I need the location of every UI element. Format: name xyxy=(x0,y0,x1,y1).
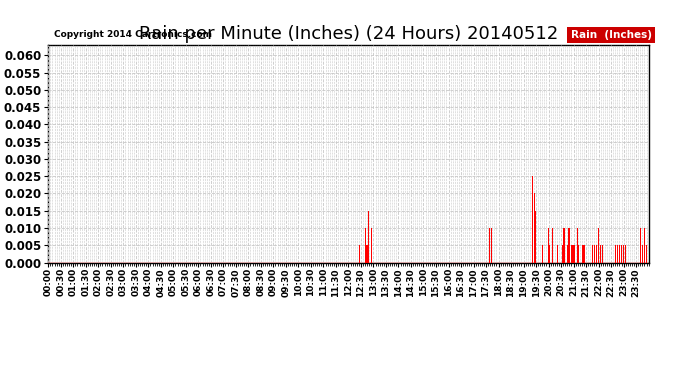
Title: Rain per Minute (Inches) (24 Hours) 20140512: Rain per Minute (Inches) (24 Hours) 2014… xyxy=(139,26,558,44)
Text: Copyright 2014 Cartronics.com: Copyright 2014 Cartronics.com xyxy=(55,30,213,39)
Text: Rain  (Inches): Rain (Inches) xyxy=(571,30,651,40)
